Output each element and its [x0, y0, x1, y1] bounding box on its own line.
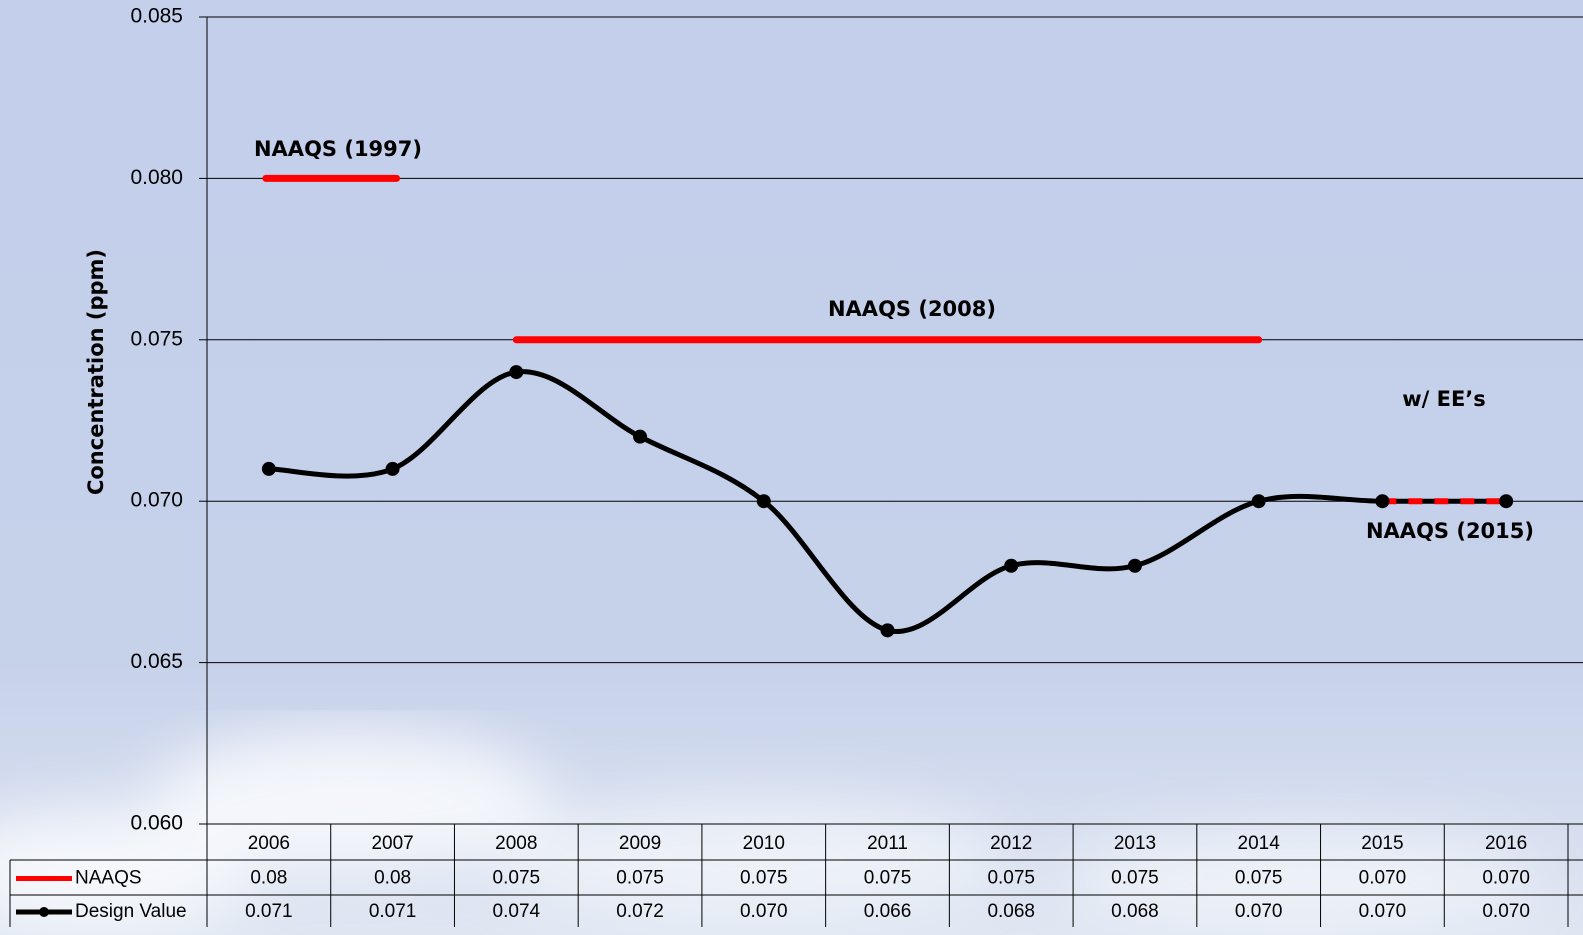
x-tick-label: 2009: [619, 833, 661, 854]
design-value-marker: [261, 461, 276, 476]
table-value: 0.075: [1111, 868, 1159, 889]
annotation: NAAQS (2015): [1366, 519, 1534, 543]
y-axis-label: Concentration (ppm): [84, 249, 108, 495]
legend-label: NAAQS: [75, 868, 142, 889]
table-value: 0.075: [740, 868, 788, 889]
table-value: 0.08: [250, 868, 287, 889]
design-value-marker: [385, 461, 400, 476]
design-value-marker: [1375, 494, 1390, 509]
table-value: 0.071: [369, 901, 417, 922]
table-value: 0.075: [864, 868, 912, 889]
legend-marker: [39, 907, 49, 917]
y-tick-label: 0.070: [130, 489, 183, 512]
table-value: 0.070: [1482, 901, 1530, 922]
design-value-marker: [1251, 494, 1266, 509]
table-value: 0.08: [374, 868, 411, 889]
table-value: 0.070: [740, 901, 788, 922]
annotation: NAAQS (2008): [828, 297, 996, 321]
legend-label: Design Value: [75, 901, 187, 922]
design-value-marker: [1499, 494, 1514, 509]
table-value: 0.068: [1111, 901, 1159, 922]
x-tick-label: 2016: [1485, 833, 1527, 854]
table-value: 0.075: [987, 868, 1035, 889]
y-tick-label: 0.065: [130, 650, 183, 673]
design-value-marker: [756, 494, 771, 509]
y-tick-label: 0.060: [130, 812, 183, 835]
design-value-marker: [509, 365, 524, 380]
y-tick-label: 0.075: [130, 327, 183, 350]
x-tick-label: 2011: [867, 833, 908, 854]
x-tick-label: 2015: [1361, 833, 1403, 854]
x-tick-label: 2014: [1238, 833, 1281, 854]
table-value: 0.066: [864, 901, 912, 922]
table-value: 0.068: [987, 901, 1035, 922]
table-value: 0.070: [1359, 901, 1407, 922]
design-value-marker: [633, 429, 648, 444]
table-value: 0.075: [493, 868, 541, 889]
x-tick-label: 2008: [495, 833, 537, 854]
y-tick-label: 0.080: [130, 166, 183, 189]
x-tick-label: 2007: [371, 833, 413, 854]
table-value: 0.075: [1235, 868, 1283, 889]
annotation: w/ EE’s: [1402, 387, 1486, 411]
table-value: 0.071: [245, 901, 293, 922]
table-value: 0.074: [493, 901, 541, 922]
table-value: 0.075: [616, 868, 664, 889]
design-value-marker: [1127, 558, 1142, 573]
table-value: 0.070: [1482, 868, 1530, 889]
x-tick-label: 2012: [990, 833, 1032, 854]
design-value-marker: [880, 623, 895, 638]
table-value: 0.070: [1235, 901, 1283, 922]
y-tick-label: 0.085: [130, 5, 183, 28]
x-tick-label: 2010: [743, 833, 785, 854]
table-value: 0.070: [1359, 868, 1407, 889]
x-tick-label: 2013: [1114, 833, 1156, 854]
x-tick-label: 2006: [248, 833, 290, 854]
table-value: 0.072: [616, 901, 664, 922]
annotation: NAAQS (1997): [254, 137, 422, 161]
design-value-marker: [1004, 558, 1019, 573]
